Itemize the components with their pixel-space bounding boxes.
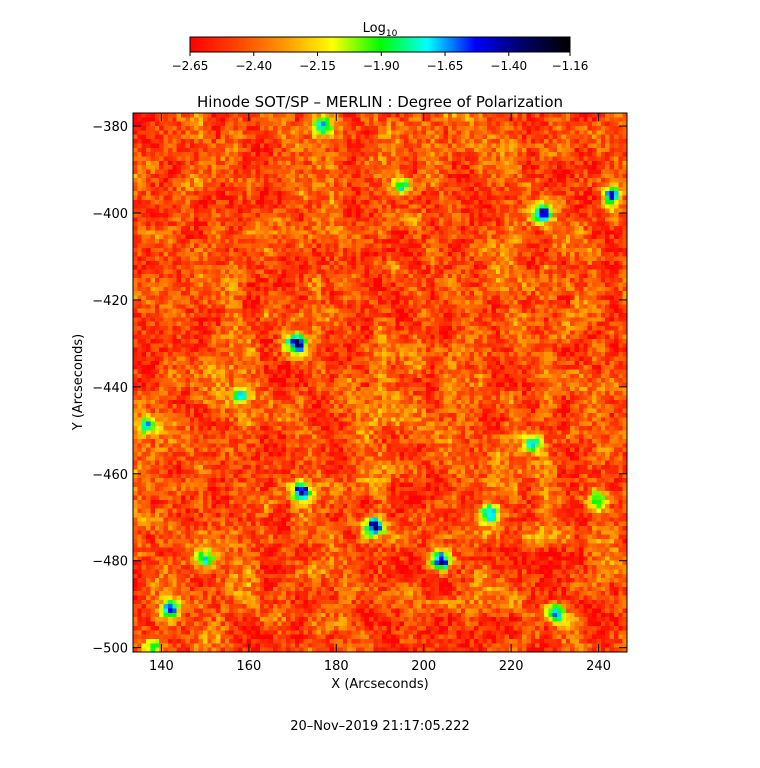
x-tick-label: 180	[324, 659, 349, 674]
colorbar-gradient	[189, 36, 571, 53]
y-tick-label: −420	[92, 294, 128, 309]
y-tick-label: −400	[92, 207, 128, 222]
colorbar-tick-label: −1.65	[427, 59, 464, 73]
colorbar-tick-label: −2.65	[172, 59, 209, 73]
x-tick-label: 160	[236, 659, 261, 674]
y-tick-label: −500	[92, 642, 128, 657]
y-tick-label: −480	[92, 555, 128, 570]
heatmap: 140 160 180 200 220 240 −380−400−420−440−460−…	[92, 112, 628, 674]
y-tick-label: −380	[92, 120, 128, 135]
colorbar-tick-label: −2.15	[299, 59, 336, 73]
x-axis-label: X (Arcseconds)	[331, 677, 428, 692]
x-tick-label: 220	[499, 659, 524, 674]
polarization-map	[133, 113, 627, 652]
colorbar-tick-label: −1.16	[552, 59, 589, 73]
colorbar-tick-label: −1.40	[490, 59, 527, 73]
colorbar: Log10 −2.65 −2.40 −2.15 −1.90 −1.65 −1.40 −1.1…	[172, 21, 589, 73]
chart-title: Hinode SOT/SP – MERLIN : Degree of Polar…	[197, 93, 563, 111]
y-tick-label: −460	[92, 468, 128, 483]
plot-frame	[132, 112, 628, 653]
x-tick-label: 200	[411, 659, 436, 674]
x-tick-label: 240	[586, 659, 611, 674]
x-axis: 140 160 180 200 220 240	[149, 113, 611, 674]
colorbar-tick-label: −1.90	[363, 59, 400, 73]
colorbar-label: Log10	[363, 21, 398, 39]
x-tick-label: 140	[149, 659, 174, 674]
colorbar-label-main: Log	[363, 21, 386, 36]
y-tick-label: −440	[92, 381, 128, 396]
colorbar-label-sub: 10	[386, 29, 398, 39]
y-axis-label: Y (Arcseconds)	[71, 334, 86, 431]
colorbar-ticks: −2.65 −2.40 −2.15 −1.90 −1.65 −1.40 −1.16	[172, 52, 589, 73]
y-axis: −380 −400 −420 −440 −460 −480 −500	[92, 120, 627, 657]
colorbar-tick-label: −2.40	[235, 59, 272, 73]
footer-timestamp: 20–Nov–2019 21:17:05.222	[290, 719, 469, 734]
